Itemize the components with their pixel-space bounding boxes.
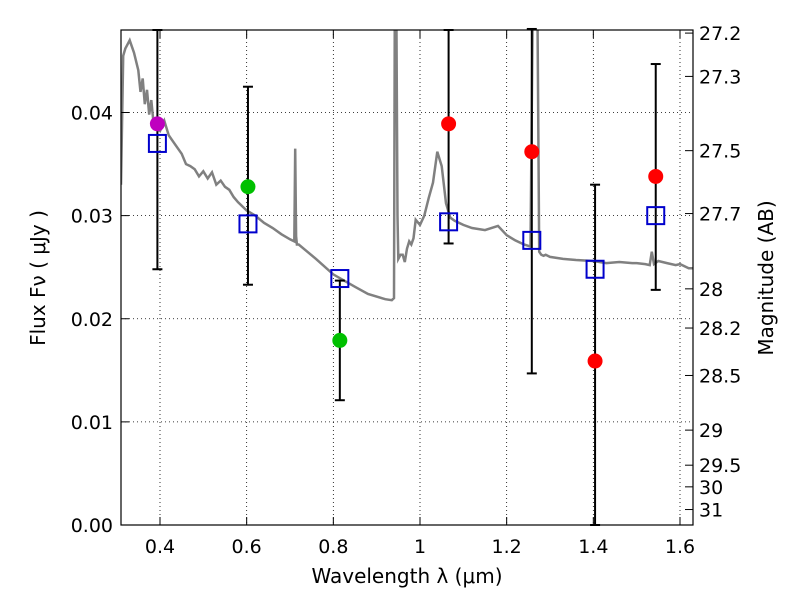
right-tick-label: 29.5 bbox=[699, 455, 741, 477]
observed-point-6 bbox=[648, 168, 664, 184]
y-tick-label: 0.00 bbox=[71, 515, 113, 537]
model-point-2 bbox=[330, 269, 350, 289]
right-tick-label: 30 bbox=[699, 477, 723, 499]
observed-point-2 bbox=[332, 332, 348, 348]
model-photometry-points bbox=[147, 133, 666, 289]
right-tick-label: 29 bbox=[699, 420, 723, 442]
right-tick-label: 31 bbox=[699, 500, 723, 522]
observed-photometry-points bbox=[149, 116, 664, 369]
y-tick-label: 0.01 bbox=[71, 412, 113, 434]
x-tick-label: 1 bbox=[414, 536, 426, 558]
model-point-3 bbox=[439, 212, 459, 232]
x-tick-label: 1.4 bbox=[578, 536, 608, 558]
x-tick-label: 1.6 bbox=[665, 536, 695, 558]
right-axis-title: Magnitude (AB) bbox=[754, 200, 778, 355]
observed-point-5 bbox=[587, 353, 603, 369]
plot-frame bbox=[120, 29, 694, 526]
right-tick-label: 28 bbox=[699, 279, 723, 301]
model-point-1 bbox=[238, 214, 258, 234]
error-bars bbox=[152, 27, 661, 526]
y-tick-label: 0.02 bbox=[71, 309, 113, 331]
right-tick-label: 28.2 bbox=[699, 318, 741, 340]
grid bbox=[121, 30, 693, 525]
axis-ticks: 0.4 0.6 0.8 1 1.2 1.4 1.6 0.00 0.01 0.02 0.03 0.04 2… bbox=[71, 23, 742, 558]
model-point-0 bbox=[147, 133, 167, 153]
y-tick-label: 0.03 bbox=[71, 206, 113, 228]
model-spectrum-line bbox=[121, 30, 693, 302]
model-point-6 bbox=[646, 206, 666, 226]
right-tick-label: 27.3 bbox=[699, 66, 741, 88]
right-tick-label: 27.5 bbox=[699, 141, 741, 163]
x-tick-label: 0.4 bbox=[145, 536, 175, 558]
x-tick-label: 1.2 bbox=[492, 536, 522, 558]
observed-point-1 bbox=[240, 179, 256, 195]
model-point-5 bbox=[585, 259, 605, 279]
observed-point-3 bbox=[441, 116, 457, 132]
x-axis-title: Wavelength λ (μm) bbox=[311, 564, 502, 588]
observed-point-0 bbox=[149, 116, 165, 132]
model-point-4 bbox=[522, 230, 542, 250]
x-tick-label: 0.6 bbox=[232, 536, 262, 558]
y-axis-title: Flux Fν ( μJy ) bbox=[26, 210, 50, 346]
right-tick-label: 27.7 bbox=[699, 204, 741, 226]
observed-point-4 bbox=[524, 144, 540, 160]
right-tick-label: 28.5 bbox=[699, 365, 741, 387]
y-tick-label: 0.04 bbox=[71, 103, 113, 125]
x-tick-label: 0.8 bbox=[318, 536, 348, 558]
right-tick-label: 27.2 bbox=[699, 23, 741, 45]
